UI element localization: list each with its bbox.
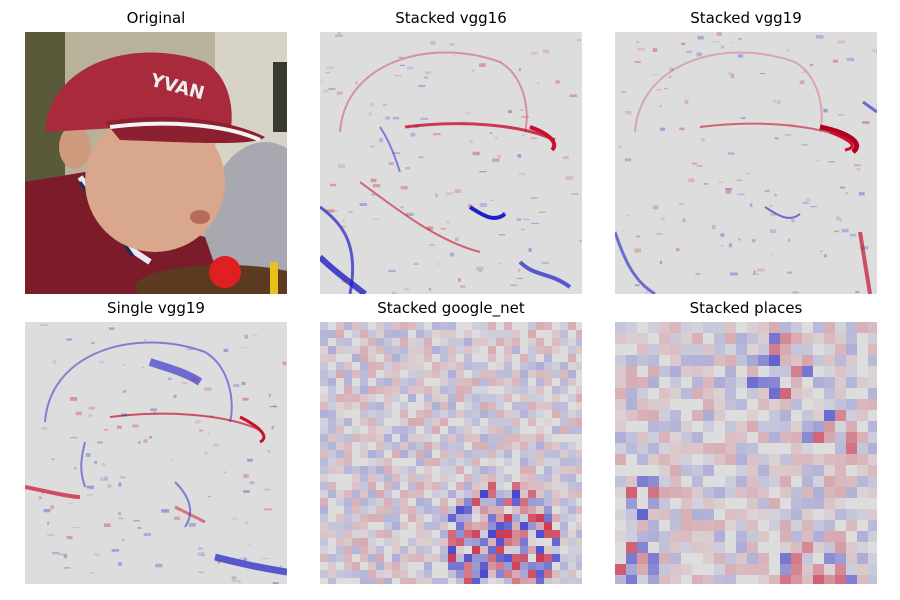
panel-title: Stacked places xyxy=(689,299,803,317)
original-photo: YVAN xyxy=(25,32,287,294)
saliency-map xyxy=(320,32,582,294)
saliency-map xyxy=(320,322,582,584)
panel-title: Stacked vgg16 xyxy=(395,9,507,27)
saliency-map xyxy=(615,32,877,294)
panel-title: Stacked google_net xyxy=(377,299,525,317)
saliency-map xyxy=(615,322,877,584)
panel-title: Single vgg19 xyxy=(107,299,205,317)
panel-title: Original xyxy=(126,9,186,27)
panel-title: Stacked vgg19 xyxy=(690,9,802,27)
saliency-map xyxy=(25,322,287,584)
